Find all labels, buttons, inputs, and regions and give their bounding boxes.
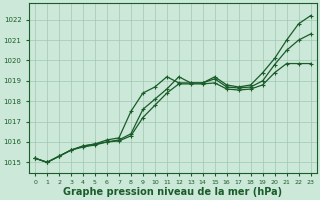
X-axis label: Graphe pression niveau de la mer (hPa): Graphe pression niveau de la mer (hPa)	[63, 187, 282, 197]
